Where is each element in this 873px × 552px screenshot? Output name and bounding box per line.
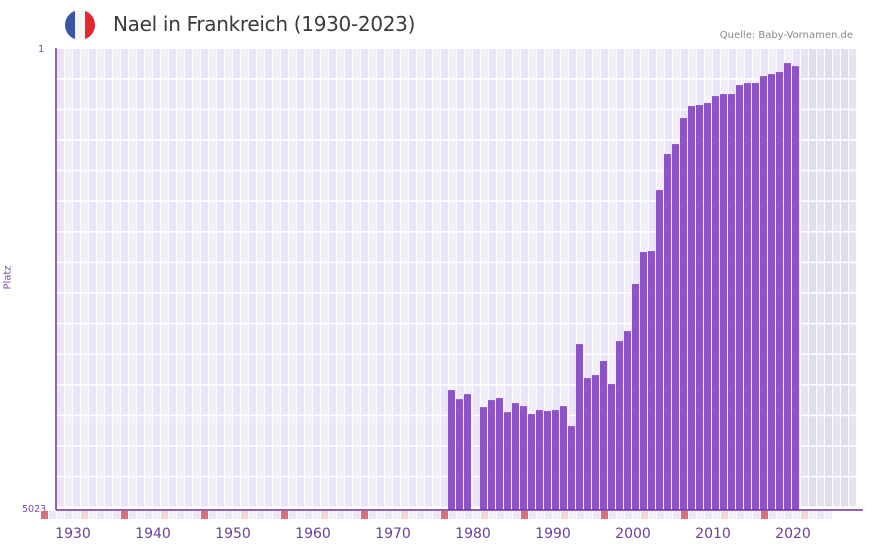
bar-1988 [520,406,527,510]
bar-2013 [720,94,727,511]
x-tick-label: 1930 [55,526,91,542]
bar-2012 [712,96,719,511]
x-tick-label: 1970 [375,526,411,542]
bar-1993 [560,406,567,510]
bar-1981 [464,394,471,510]
bar-1990 [536,410,543,510]
x-tick-label: 2020 [775,526,811,542]
bar-2016 [744,83,751,511]
bar-1987 [512,403,519,510]
bar-1980 [456,399,463,510]
bar-2018 [760,76,767,511]
flag-blue-stripe [65,10,75,40]
x-tick-label: 2010 [695,526,731,542]
flag-red-stripe [85,10,95,40]
x-tick-label: 1990 [535,526,571,542]
chart-bars [448,63,799,511]
bar-2010 [696,105,703,511]
source-label: Quelle: Baby-Vornamen.de [719,30,853,41]
bar-2020 [776,72,783,511]
bar-2017 [752,83,759,511]
bar-1979 [448,390,455,510]
bar-2002 [632,284,639,510]
bar-2008 [680,118,687,510]
bar-1999 [608,384,615,510]
x-tick-label: 1940 [135,526,171,542]
bar-1985 [496,398,503,510]
flag-white-stripe [75,10,85,40]
y-tick-top: 1 [38,44,45,55]
bar-2011 [704,103,711,511]
bar-1992 [552,410,559,510]
chart-title: Nael in Frankreich (1930-2023) [113,12,416,36]
bar-2006 [664,154,671,510]
bar-1998 [600,361,607,510]
bar-1983 [480,407,487,510]
bar-2005 [656,190,663,511]
bar-2015 [736,85,743,511]
x-tick-label: 1980 [455,526,491,542]
bar-2019 [768,74,775,511]
bar-2003 [640,252,647,510]
bar-2014 [728,94,735,511]
bar-1984 [488,400,495,510]
y-tick-bottom: 5023 [22,504,47,515]
x-tick-label: 2000 [615,526,651,542]
bar-2000 [616,341,623,510]
bar-1986 [504,412,511,510]
bar-1997 [592,375,599,510]
bar-1991 [544,411,551,510]
year-markers [41,511,832,519]
bar-2021 [784,63,791,511]
bar-2004 [648,251,655,510]
france-flag-icon [65,10,95,40]
bar-1994 [568,426,575,510]
bar-2009 [688,106,695,511]
bar-2022 [792,66,799,511]
bar-1989 [528,414,535,510]
x-tick-label: 1960 [295,526,331,542]
x-axis-labels: 1930 1940 1950 1960 1970 1980 1990 2000 2010 2020 [0,526,873,546]
bar-1995 [576,344,583,510]
bar-2001 [624,331,631,510]
bar-2007 [672,144,679,510]
x-tick-label: 1950 [215,526,251,542]
bar-1996 [584,378,591,510]
